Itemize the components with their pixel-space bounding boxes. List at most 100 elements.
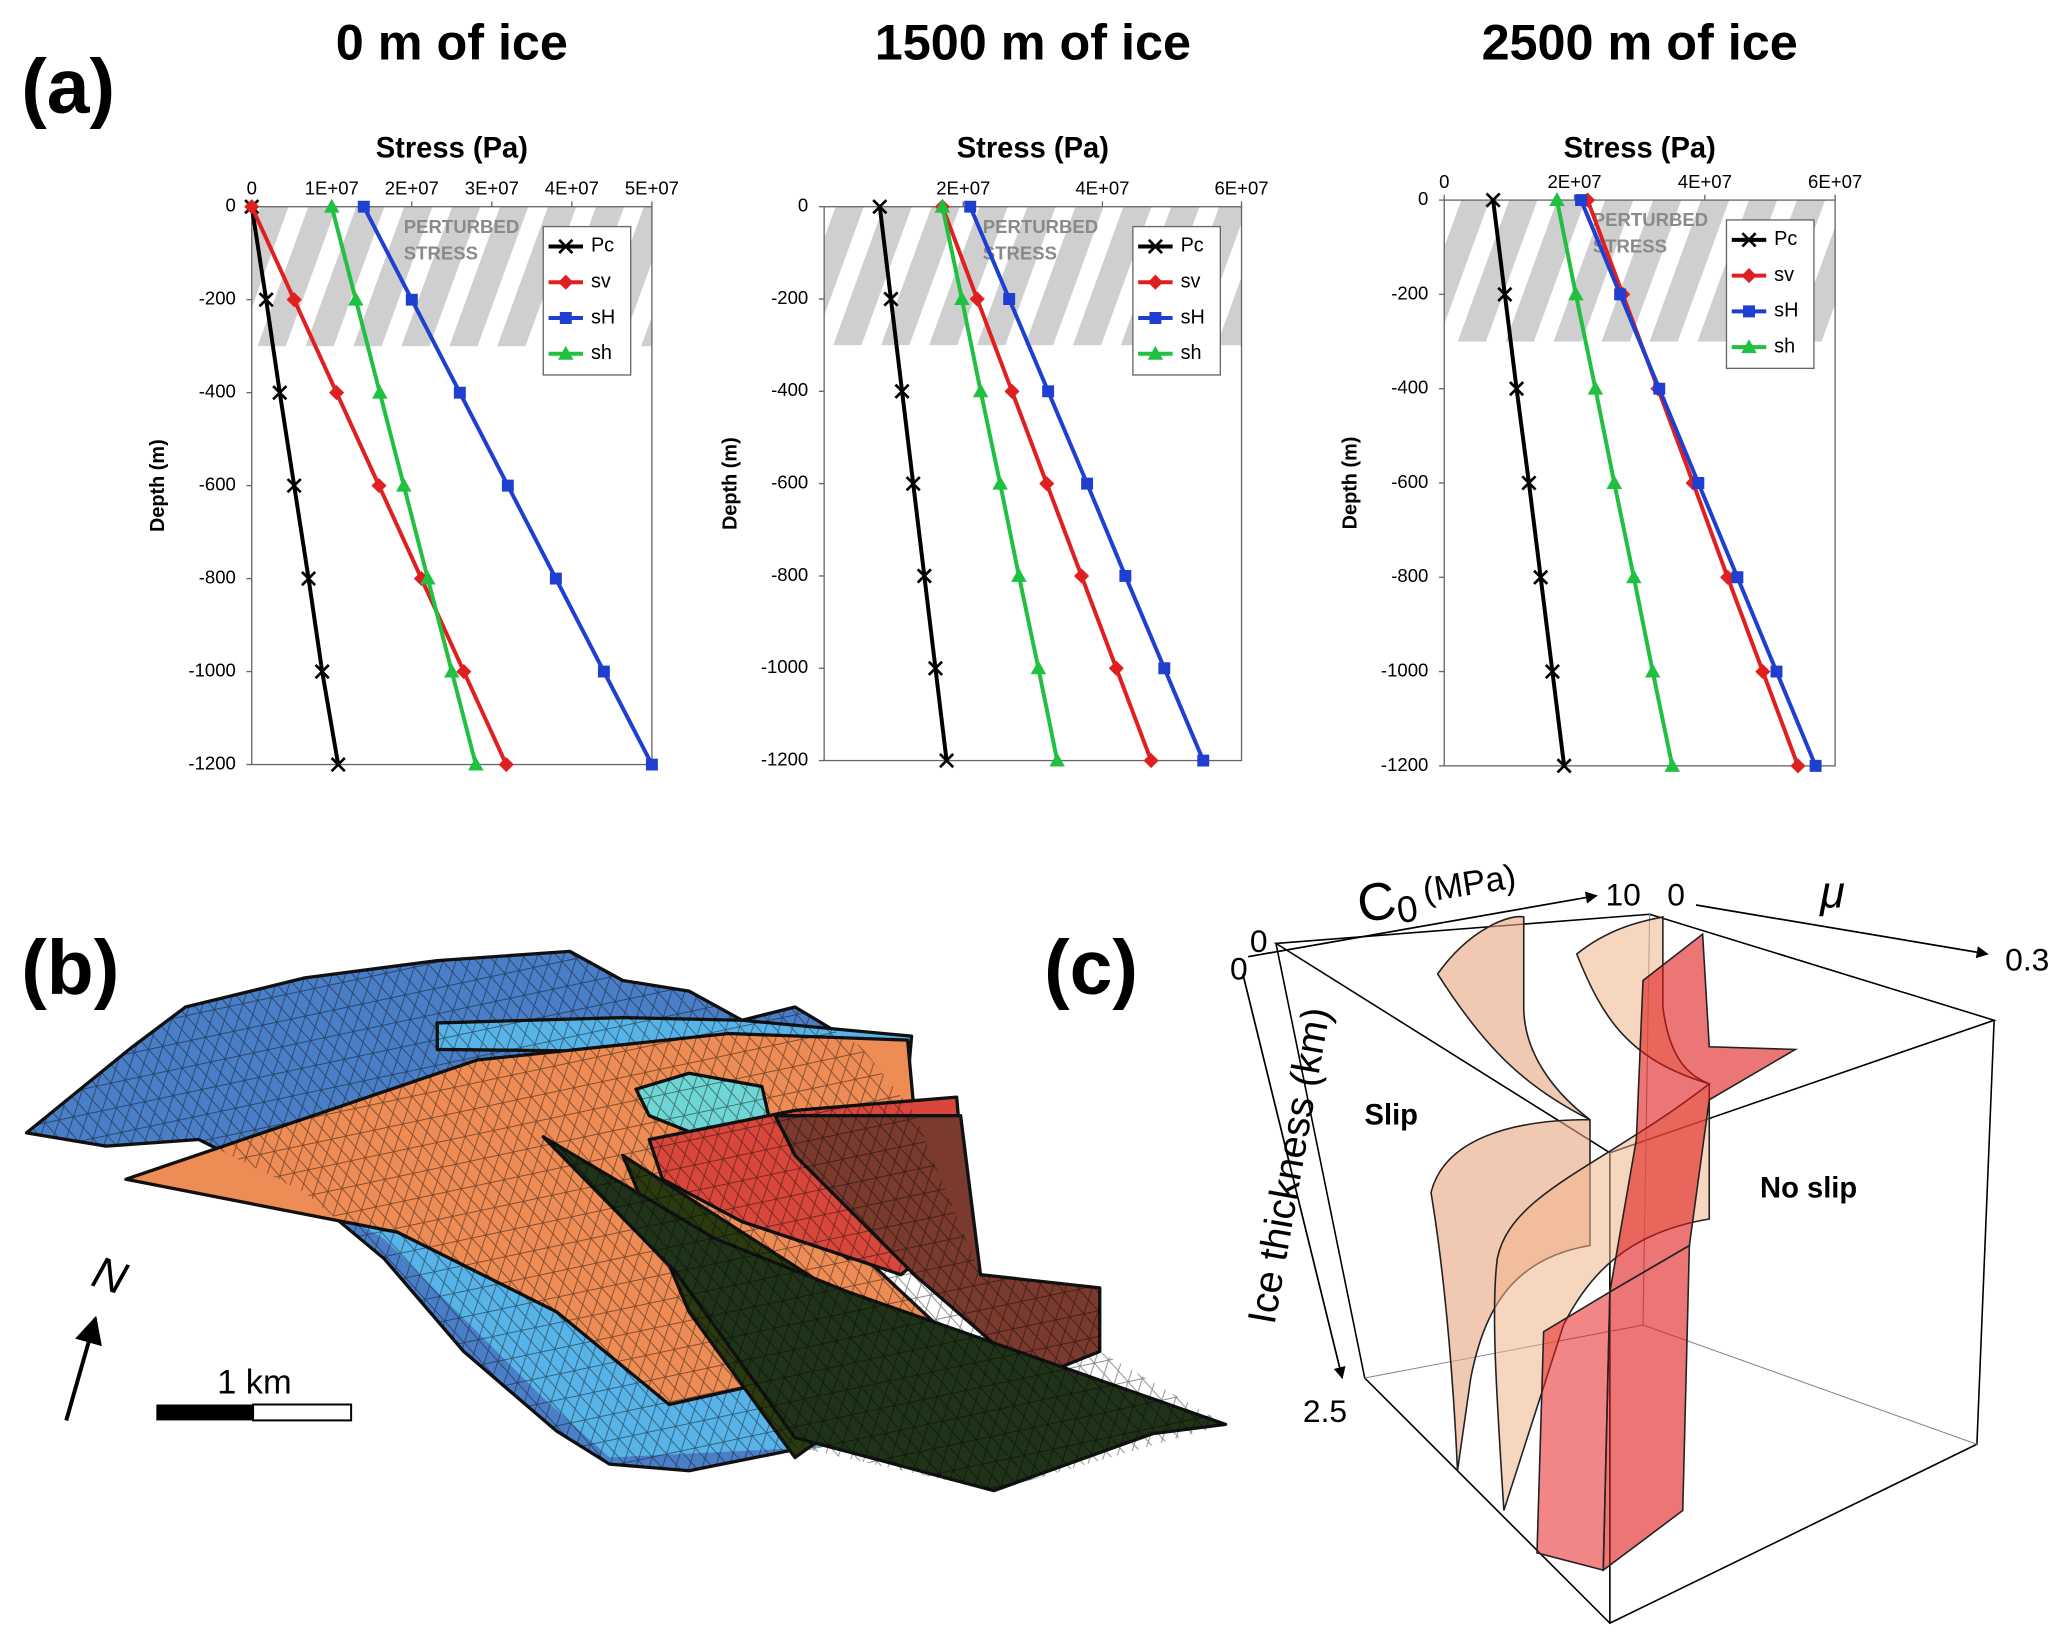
axis-tick: 0.3	[2005, 941, 2049, 977]
y-tick-label: -1000	[188, 659, 235, 680]
legend-label: sv	[591, 270, 611, 292]
y-tick-label: -1200	[761, 748, 808, 769]
data-point	[330, 756, 346, 773]
data-point	[927, 660, 944, 676]
annotation: STRESS	[1593, 236, 1667, 257]
data-point	[272, 385, 288, 401]
legend-marker	[558, 274, 574, 290]
data-point	[258, 292, 274, 308]
data-point	[1556, 758, 1572, 774]
data-point	[972, 383, 989, 398]
x-tick-label: 2E+07	[1547, 171, 1601, 192]
x-tick-label: 2E+07	[936, 177, 990, 198]
scale-bar	[252, 1403, 353, 1422]
legend-marker	[558, 238, 574, 255]
data-point	[329, 385, 345, 401]
legend-box	[1725, 219, 1815, 370]
legend-label: sH	[1774, 300, 1798, 322]
y-tick-label: -200	[199, 288, 236, 309]
data-point	[1497, 286, 1513, 302]
data-point	[453, 386, 466, 399]
x-tick-label: 4E+07	[1075, 177, 1129, 198]
y-tick-label: -1000	[761, 656, 808, 677]
data-point	[405, 293, 418, 306]
mesh-overlay	[26, 951, 1226, 1491]
data-point	[1030, 660, 1047, 675]
data-point	[1143, 753, 1159, 769]
y-tick-label: -600	[199, 474, 236, 495]
y-tick-label: 0	[1418, 188, 1428, 209]
data-point	[1809, 759, 1822, 772]
legend-marker	[1147, 238, 1163, 255]
y-tick-label: -1000	[1381, 659, 1428, 680]
data-point	[597, 665, 610, 678]
x-tick-label: 4E+07	[1678, 171, 1732, 192]
legend-label: sh	[1774, 335, 1795, 357]
legend-marker	[1147, 274, 1163, 290]
data-point	[883, 291, 899, 307]
x-tick-label: 6E+07	[1214, 177, 1268, 198]
y-tick-label: -400	[771, 379, 808, 400]
axis-tick: 0	[1230, 951, 1248, 987]
legend-marker	[1741, 232, 1757, 248]
data-point	[396, 477, 412, 492]
scale-bar	[156, 1404, 254, 1421]
data-point	[934, 198, 951, 213]
x-tick-label: 5E+07	[625, 177, 679, 198]
data-point	[1533, 569, 1549, 585]
annotation: STRESS	[983, 242, 1057, 263]
chart-title: 2500 m of ice	[1482, 14, 1798, 71]
data-point	[357, 200, 370, 213]
y-axis-title: Depth (m)	[720, 437, 742, 530]
data-point	[1587, 380, 1604, 395]
y-tick-label: -600	[771, 472, 808, 493]
data-point	[1544, 664, 1560, 680]
data-point	[1692, 477, 1705, 489]
x-tick-label: 0	[247, 177, 257, 198]
data-point	[872, 199, 888, 215]
y-tick-label: -800	[1391, 565, 1428, 586]
data-point	[244, 199, 260, 215]
data-point	[992, 475, 1008, 490]
y-tick-label: -1200	[1381, 754, 1428, 775]
y-axis-title: Depth (m)	[147, 439, 169, 532]
data-point	[372, 384, 388, 399]
data-point	[1485, 192, 1501, 208]
data-point	[1664, 757, 1681, 772]
data-point	[954, 291, 970, 305]
data-point	[894, 383, 910, 399]
data-point	[1003, 293, 1016, 305]
region-label: Slip	[1365, 1100, 1418, 1132]
y-tick-label: 0	[226, 195, 236, 216]
data-point	[371, 478, 387, 494]
axis-arrow	[1695, 904, 1989, 959]
data-point	[1197, 754, 1210, 767]
y-tick-label: -1200	[188, 752, 235, 773]
x-tick-label: 2E+07	[385, 177, 439, 198]
x-axis-title: Stress (Pa)	[1564, 132, 1716, 164]
legend-label: sH	[1181, 306, 1205, 328]
axis-tick: 0	[1667, 876, 1685, 912]
axis-arrow	[1242, 973, 1346, 1380]
legend-marker	[1149, 312, 1162, 324]
legend-label: Pc	[1774, 228, 1797, 250]
mesh-map	[24, 949, 1228, 1493]
data-point	[420, 570, 436, 585]
data-point	[314, 664, 330, 680]
legend-marker	[559, 312, 572, 324]
legend-marker	[558, 345, 574, 360]
chart-title: 1500 m of ice	[875, 14, 1191, 71]
data-point	[1119, 569, 1132, 582]
axis-tick: 2.5	[1303, 1393, 1347, 1429]
axis-arrow	[1248, 891, 1598, 958]
data-point	[1073, 568, 1090, 584]
axis-title: (MPa)	[1420, 858, 1519, 910]
axis-title: μ	[1819, 867, 1845, 918]
legend-marker	[1743, 305, 1755, 318]
y-axis-title: Depth (m)	[1340, 437, 1362, 530]
data-point	[1568, 286, 1584, 301]
x-tick-label: 1E+07	[305, 177, 359, 198]
axis-tick: 0	[1250, 923, 1268, 959]
data-point	[286, 292, 302, 308]
data-point	[939, 753, 955, 769]
